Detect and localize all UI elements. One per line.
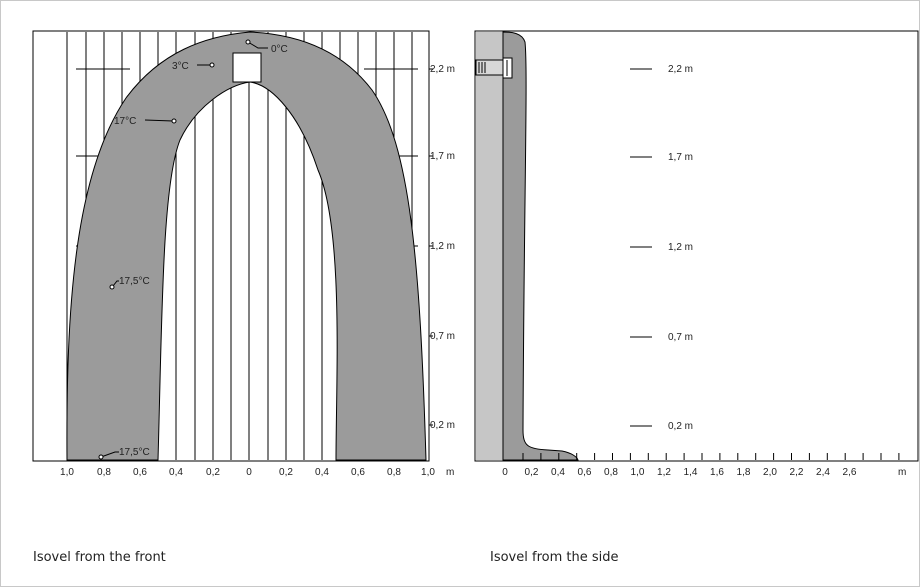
front-height-label-0: 2,2 m xyxy=(430,64,455,75)
front-x-tick-label: 0,2 xyxy=(279,467,293,478)
front-x-tick-label: 0,4 xyxy=(169,467,183,478)
front-x-tick-label: 0,6 xyxy=(351,467,365,478)
front-x-axis-labels: 1,0 0,8 0,6 0,4 0,2 0 0,2 0,4 0,6 0,8 1,0 xyxy=(60,467,435,478)
front-x-tick-label: 0,8 xyxy=(387,467,401,478)
side-height-label-3: 0,7 m xyxy=(668,332,693,343)
front-height-label-4: 0,2 m xyxy=(430,420,455,431)
side-x-tick-label: 1,2 xyxy=(657,467,671,478)
front-height-label-2: 1,2 m xyxy=(430,241,455,252)
side-x-tick-label: 2,2 xyxy=(790,467,804,478)
front-height-scale xyxy=(429,68,433,426)
side-height-label-2: 1,2 m xyxy=(668,242,693,253)
side-x-axis-labels: 0 0,2 0,4 0,6 0,8 1,0 1,2 1,4 1,6 1,8 2,0 2,2 2,4 2,6 xyxy=(502,467,857,478)
front-x-tick-label: 1,0 xyxy=(421,467,435,478)
side-x-tick-label: 1,0 xyxy=(631,467,645,478)
side-x-tick-label: 0,8 xyxy=(604,467,618,478)
side-x-tick-label: 0,6 xyxy=(578,467,592,478)
side-x-tick-label: 0,4 xyxy=(551,467,565,478)
temperature-label-0: 0°C xyxy=(271,44,288,55)
side-x-tick-label: 1,6 xyxy=(710,467,724,478)
side-height-label-1: 1,7 m xyxy=(668,152,693,163)
side-view-border xyxy=(474,30,919,462)
front-view: 0°C 3°C 17°C 17,5°C 17,5°C 2,2 m 1,7 m 1… xyxy=(32,30,455,478)
side-caption: Isovel from the side xyxy=(490,550,619,565)
front-x-tick-label: 1,0 xyxy=(60,467,74,478)
side-x-unit: m xyxy=(898,467,906,478)
side-isovel-shape xyxy=(502,31,579,461)
side-wall xyxy=(476,32,503,460)
side-x-tick-label: 2,6 xyxy=(843,467,857,478)
front-x-tick-label: 0,4 xyxy=(315,467,329,478)
temperature-label-4: 17,5°C xyxy=(119,447,150,458)
side-axis-ticks xyxy=(522,453,900,460)
side-view: 0 0,2 0,4 0,6 0,8 1,0 1,2 1,4 1,6 1,8 2,0 2,2 2,4 2,6… xyxy=(474,30,919,478)
front-caption: Isovel from the front xyxy=(33,550,166,565)
front-x-tick-label: 0,2 xyxy=(206,467,220,478)
front-height-label-3: 0,7 m xyxy=(430,331,455,342)
front-x-unit: m xyxy=(446,467,454,478)
front-x-tick-label: 0,6 xyxy=(133,467,147,478)
side-x-tick-label: 0,2 xyxy=(525,467,539,478)
front-height-label-1: 1,7 m xyxy=(430,151,455,162)
front-device-box xyxy=(232,52,262,83)
temperature-label-2: 17°C xyxy=(114,116,136,127)
side-device xyxy=(475,57,513,79)
front-x-tick-label: 0,8 xyxy=(97,467,111,478)
temperature-label-1: 3°C xyxy=(172,61,189,72)
side-x-tick-label: 2,4 xyxy=(816,467,830,478)
side-x-tick-label: 1,8 xyxy=(737,467,751,478)
temperature-label-3: 17,5°C xyxy=(119,276,150,287)
side-height-label-0: 2,2 m xyxy=(668,64,693,75)
side-x-tick-label: 2,0 xyxy=(763,467,777,478)
side-height-label-4: 0,2 m xyxy=(668,421,693,432)
side-height-markers xyxy=(630,68,652,427)
front-annotation-leaders xyxy=(100,41,268,458)
side-x-tick-label: 0 xyxy=(502,467,508,478)
front-annotation-points xyxy=(98,39,251,460)
front-x-tick-label: 0 xyxy=(246,467,252,478)
side-x-tick-label: 1,4 xyxy=(684,467,698,478)
front-isovel-shape xyxy=(66,31,427,461)
